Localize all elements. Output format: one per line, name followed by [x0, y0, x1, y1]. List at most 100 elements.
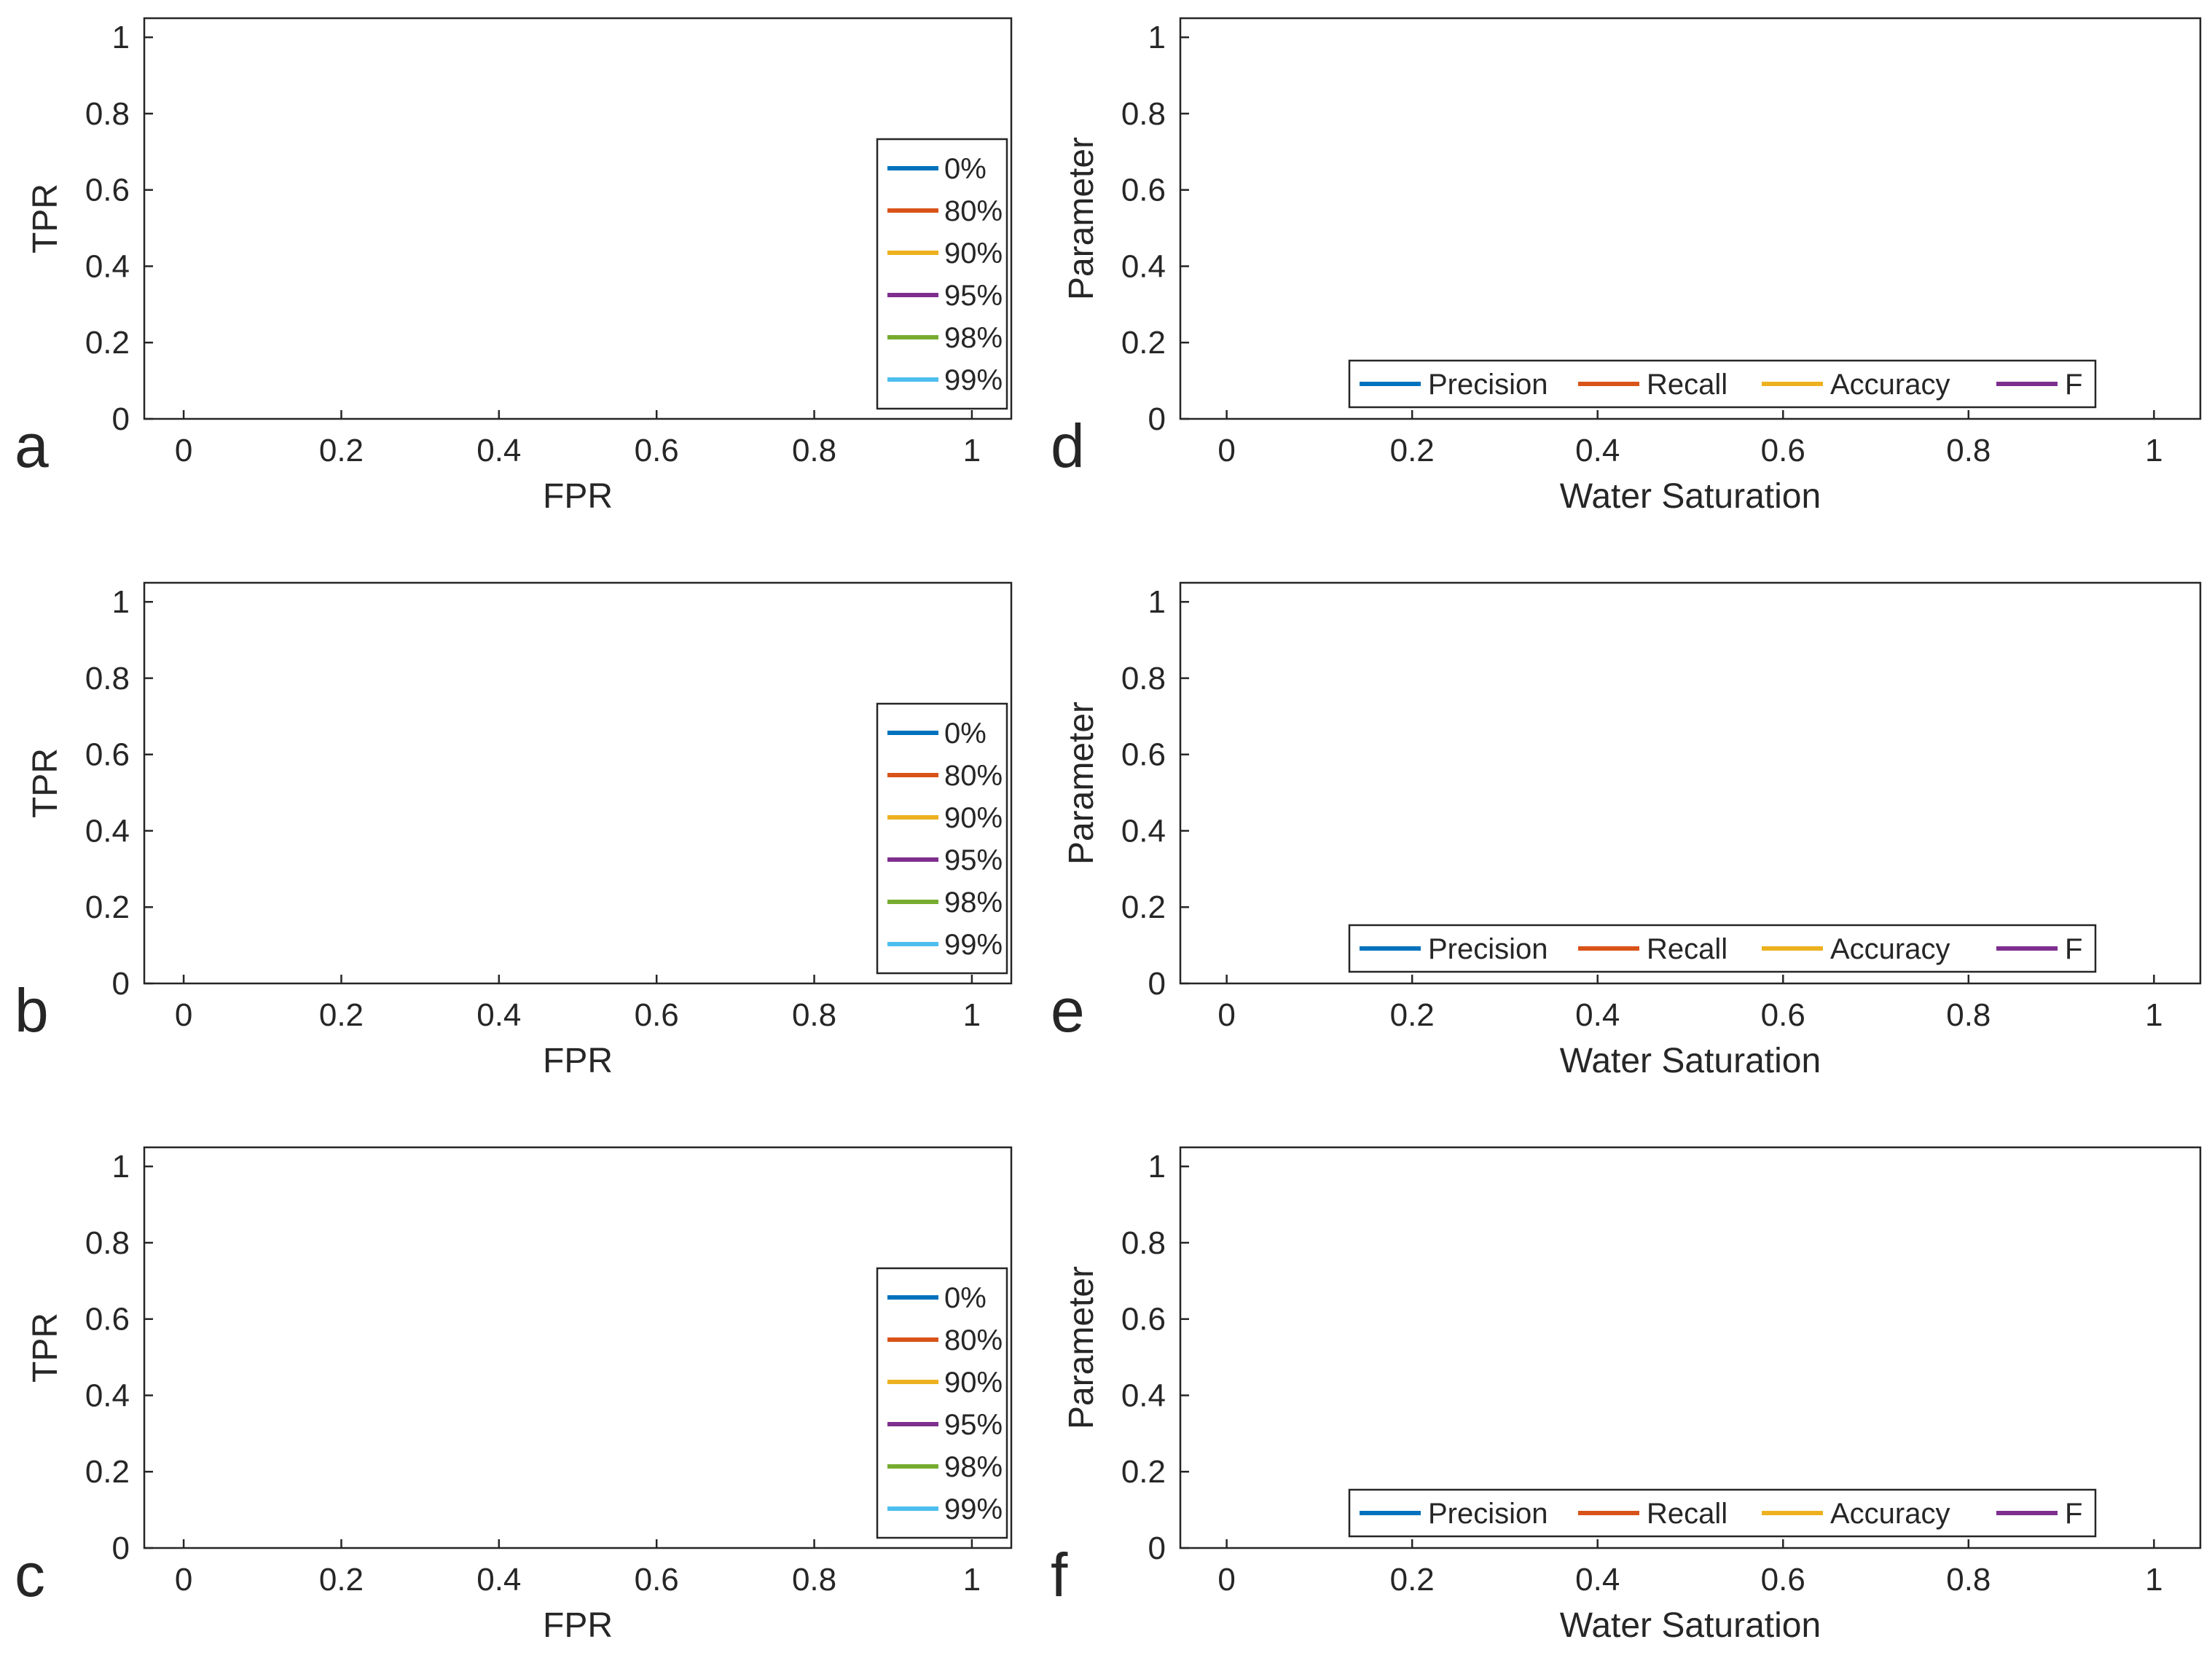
panel-letter: b — [15, 976, 49, 1045]
y-axis-label: Parameter — [1062, 1266, 1101, 1429]
x-tick-label: 0.2 — [1390, 1562, 1435, 1598]
legend: Precision Recall Accuracy F — [1348, 924, 2097, 973]
panel-d: 0 0.2 0.4 0.6 0.8 1 0 0.2 0.4 0.6 0.8 1 Water Satura… — [1051, 17, 2202, 516]
x-tick-label: 0.6 — [1761, 433, 1805, 468]
x-tick-label: 0.4 — [476, 1562, 521, 1598]
legend-label: 99% — [944, 929, 1003, 961]
x-axis-label: FPR — [543, 477, 613, 516]
panel-letter: c — [15, 1541, 45, 1609]
x-tick-label: 0 — [1217, 433, 1235, 468]
y-tick-label: 0 — [1148, 1531, 1166, 1566]
y-tick-label: 0.4 — [85, 813, 130, 849]
legend-box — [876, 702, 1008, 975]
legend-label: 0% — [944, 1282, 987, 1314]
y-tick-label: 0.6 — [1121, 737, 1166, 773]
legend-label: 98% — [944, 887, 1003, 919]
y-tick-label: 0 — [1148, 401, 1166, 437]
legend-label: 90% — [944, 802, 1003, 834]
legend-box — [1348, 359, 2097, 409]
y-tick-label: 1 — [112, 1149, 130, 1184]
y-tick-label: 0.8 — [1121, 661, 1166, 696]
legend-label: 95% — [944, 280, 1003, 312]
panel-b: 0 0.2 0.4 0.6 0.8 1 0 0.2 0.4 0.6 0.8 1 FPR TPR b 0% 80%… — [15, 581, 1013, 1080]
x-tick-label: 0.4 — [1575, 1562, 1620, 1598]
legend-box — [876, 138, 1008, 410]
y-tick-label: 0.8 — [85, 661, 130, 696]
y-tick-label: 1 — [1148, 1149, 1166, 1184]
x-tick-label: 1 — [963, 997, 981, 1033]
x-tick-label: 0.6 — [1761, 997, 1805, 1033]
x-tick-label: 0.8 — [1946, 433, 1991, 468]
y-axis-label: TPR — [26, 1313, 65, 1383]
y-tick-label: 0.6 — [85, 737, 130, 773]
y-tick-label: 0.8 — [1121, 96, 1166, 132]
x-tick-label: 0 — [175, 997, 192, 1033]
legend-label: 95% — [944, 844, 1003, 876]
y-tick-label: 0.6 — [85, 1302, 130, 1337]
legend-label: Accuracy — [1830, 1498, 1950, 1530]
x-tick-label: 0.6 — [635, 433, 679, 468]
panel-letter: f — [1051, 1541, 1068, 1609]
legend-label: Accuracy — [1830, 369, 1950, 401]
x-tick-label: 0.8 — [792, 997, 836, 1033]
plot-frame — [143, 1146, 1013, 1549]
legend-label: Recall — [1647, 1498, 1727, 1530]
legend-label: Precision — [1428, 1498, 1548, 1530]
y-axis-label: TPR — [26, 748, 65, 818]
y-tick-label: 1 — [1148, 584, 1166, 620]
legend-label: 80% — [944, 760, 1003, 792]
legend-label: F — [2065, 933, 2082, 965]
legend-label: Recall — [1647, 369, 1727, 401]
x-tick-label: 1 — [2145, 997, 2162, 1033]
panel-letter: d — [1051, 412, 1085, 480]
x-tick-label: 0.8 — [1946, 1562, 1991, 1598]
legend-label: 99% — [944, 364, 1003, 396]
legend-label: Precision — [1428, 933, 1548, 965]
y-tick-label: 0.2 — [1121, 325, 1166, 361]
x-tick-label: 0.2 — [319, 1562, 364, 1598]
legend-label: 95% — [944, 1409, 1003, 1441]
x-tick-label: 0.2 — [1390, 997, 1435, 1033]
legend-label: 0% — [944, 718, 987, 750]
x-tick-label: 0.4 — [476, 433, 521, 468]
x-axis-label: Water Saturation — [1560, 477, 1821, 516]
x-tick-label: 0.4 — [476, 997, 521, 1033]
y-tick-label: 0.2 — [1121, 889, 1166, 925]
panel-letter: a — [15, 412, 49, 480]
x-tick-label: 0 — [1217, 997, 1235, 1033]
legend-label: Recall — [1647, 933, 1727, 965]
panel-letter: e — [1051, 976, 1085, 1045]
legend-label: 90% — [944, 237, 1003, 270]
legend-box — [1348, 1488, 2097, 1538]
plot-frame — [1179, 581, 2202, 985]
x-tick-label: 0.6 — [1761, 1562, 1805, 1598]
legend: 0% 80% 90% 95% 98% 99% — [876, 1267, 1008, 1539]
y-tick-label: 0.2 — [85, 325, 130, 361]
x-axis-label: FPR — [543, 1606, 613, 1645]
x-tick-label: 1 — [963, 1562, 981, 1598]
legend: Precision Recall Accuracy F — [1348, 359, 2097, 409]
x-axis-label: Water Saturation — [1560, 1606, 1821, 1645]
legend: 0% 80% 90% 95% 98% 99% — [876, 138, 1008, 410]
x-tick-label: 1 — [2145, 1562, 2162, 1598]
legend-label: Accuracy — [1830, 933, 1950, 965]
legend-label: 90% — [944, 1367, 1003, 1399]
legend-label: F — [2065, 1498, 2082, 1530]
panel-c: 0 0.2 0.4 0.6 0.8 1 0 0.2 0.4 0.6 0.8 1 FPR TPR c 0% 80%… — [15, 1146, 1013, 1645]
y-tick-label: 0.8 — [1121, 1225, 1166, 1261]
x-tick-label: 0 — [175, 433, 192, 468]
y-axis-label: Parameter — [1062, 137, 1101, 300]
y-tick-label: 0.8 — [85, 96, 130, 132]
legend: Precision Recall Accuracy F — [1348, 1488, 2097, 1538]
plot-frame — [143, 581, 1013, 985]
legend-label: Precision — [1428, 369, 1548, 401]
panel-f: 0 0.2 0.4 0.6 0.8 1 0 0.2 0.4 0.6 0.8 1 Water Satura… — [1051, 1146, 2202, 1645]
plot-frame — [1179, 17, 2202, 420]
x-tick-label: 0.2 — [319, 433, 364, 468]
legend-label: 0% — [944, 153, 987, 185]
x-tick-label: 0.6 — [635, 997, 679, 1033]
x-tick-label: 0.6 — [635, 1562, 679, 1598]
x-tick-label: 0.4 — [1575, 433, 1620, 468]
y-axis-label: Parameter — [1062, 702, 1101, 865]
